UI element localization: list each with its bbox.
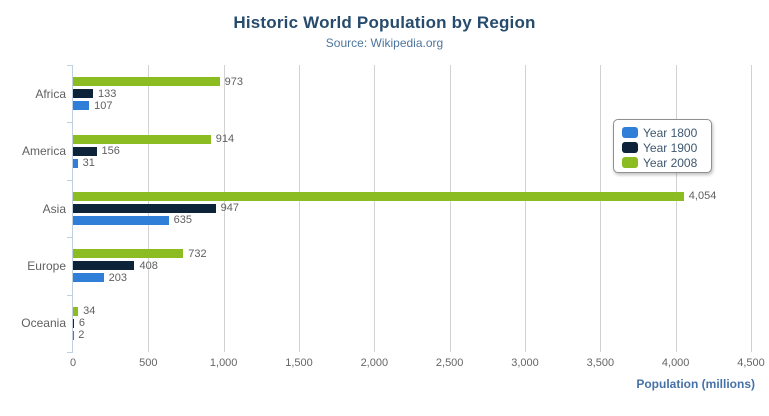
x-tick-label: 3,500	[586, 357, 615, 369]
gridline	[299, 65, 300, 352]
x-tick-label: 1,500	[285, 357, 313, 369]
data-label: 107	[94, 99, 113, 112]
bar-line: 31	[73, 157, 751, 170]
category-label-africa: Africa	[35, 86, 66, 101]
legend-box: Year 1800 Year 1900 Year 2008	[613, 119, 712, 173]
category-band-europe: 732 408 203	[73, 237, 751, 294]
x-tick-label: 2,500	[435, 357, 464, 369]
bar-line: 203	[73, 271, 751, 284]
data-label: 973	[224, 75, 243, 88]
bar-europe-year-1900[interactable]	[73, 261, 135, 271]
category-band-asia: 4,054 947 635	[73, 180, 751, 237]
bar-asia-year-1800[interactable]	[73, 215, 169, 225]
x-tick-label: 4,500	[737, 357, 765, 369]
data-label: 732	[188, 247, 207, 260]
bar-africa-year-1800[interactable]	[73, 101, 90, 111]
bar-africa-year-2008[interactable]	[73, 77, 220, 87]
gridline	[525, 65, 526, 352]
x-tick-label: 2,000	[360, 357, 389, 369]
x-tick-label: 4,000	[661, 357, 690, 369]
x-tick-label: 500	[139, 357, 158, 369]
gridline	[449, 65, 451, 352]
legend-item-year-2008[interactable]: Year 2008	[622, 155, 711, 170]
data-label: 914	[215, 133, 235, 146]
legend-symbol	[622, 157, 638, 168]
data-label: 133	[98, 87, 117, 100]
y-axis-tick	[67, 295, 73, 296]
bar-europe-year-1800[interactable]	[73, 273, 104, 283]
legend-symbol	[622, 127, 638, 138]
export-menu-button[interactable]	[728, 23, 748, 41]
bar-line: 635	[73, 214, 751, 227]
x-axis-title: Population (millions)	[636, 377, 755, 391]
legend-item-year-1800[interactable]: Year 1800	[622, 125, 711, 140]
bar-line: 107	[73, 99, 751, 112]
y-axis-tick	[67, 237, 73, 238]
data-label: 2	[78, 329, 85, 342]
gridline	[751, 65, 752, 352]
data-label: 635	[173, 214, 193, 227]
y-axis-line	[72, 65, 73, 352]
legend-item-year-1900[interactable]: Year 1900	[622, 140, 711, 155]
bar-line: 6	[73, 317, 751, 330]
x-tick-label: 1,000	[209, 357, 238, 369]
y-axis-tick	[67, 65, 73, 66]
category-label-europe: Europe	[27, 258, 66, 273]
data-label: 34	[83, 305, 96, 318]
bar-line: 156	[73, 145, 751, 158]
legend-label: Year 1900	[643, 140, 698, 155]
bar-line: 34	[73, 305, 751, 318]
bar-line: 408	[73, 259, 751, 272]
legend-symbol	[622, 142, 638, 153]
data-label: 4,054	[688, 190, 717, 203]
bar-oceania-year-1900[interactable]	[73, 318, 74, 328]
bar-asia-year-1900[interactable]	[73, 203, 216, 213]
bar-america-year-1800[interactable]	[73, 158, 78, 168]
y-axis-tick	[67, 122, 73, 123]
data-label: 947	[220, 202, 240, 215]
category-band-america: 914 156 31	[73, 122, 751, 179]
category-band-oceania: 34 6 2	[73, 295, 751, 352]
bar-line: 914	[73, 133, 751, 146]
gridline	[223, 65, 225, 352]
category-band-africa: 973 133 107	[73, 65, 751, 122]
bar-line: 947	[73, 202, 751, 215]
data-label: 203	[108, 271, 127, 284]
bar-line: 133	[73, 87, 751, 100]
gridline	[600, 65, 602, 352]
data-label: 31	[82, 157, 95, 170]
x-tick-label: 3,000	[511, 357, 539, 369]
bar-europe-year-2008[interactable]	[73, 249, 184, 259]
bar-oceania-year-2008[interactable]	[73, 306, 79, 316]
category-label-oceania: Oceania	[21, 316, 66, 331]
y-axis-tick	[67, 180, 73, 181]
plot-area: 973 133 107 914 156 31 4,054 947 635 732 408 203 34 6…	[67, 65, 752, 353]
bar-america-year-1900[interactable]	[73, 146, 97, 156]
chart-subtitle: Source: Wikipedia.org	[325, 36, 444, 50]
chart-title: Historic World Population by Region	[233, 13, 536, 32]
legend-label: Year 1800	[643, 125, 698, 140]
bar-america-year-2008[interactable]	[73, 134, 211, 144]
bar-line: 2	[73, 329, 751, 342]
gridline	[675, 65, 677, 352]
data-label: 408	[139, 259, 158, 272]
x-tick-label: 0	[69, 357, 77, 369]
y-axis-tick	[67, 352, 73, 353]
category-label-asia: Asia	[42, 201, 66, 216]
data-label: 156	[101, 145, 120, 158]
bar-line: 732	[73, 247, 751, 260]
bar-line: 4,054	[73, 190, 751, 203]
data-label: 6	[78, 317, 86, 330]
bar-africa-year-1900[interactable]	[73, 89, 94, 99]
category-label-america: America	[21, 144, 66, 159]
bar-line: 973	[73, 75, 751, 88]
legend-label: Year 2008	[643, 155, 698, 170]
bar-asia-year-2008[interactable]	[73, 191, 684, 201]
gridline	[374, 65, 376, 352]
